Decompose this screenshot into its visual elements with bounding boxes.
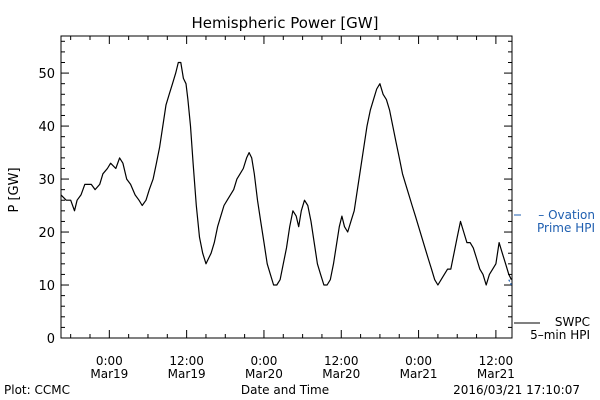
y-axis-label: P [GW] [7,167,22,212]
x-tick-label-time: 12:00 [324,354,359,368]
x-tick-label-date: Mar21 [477,367,515,381]
plot-frame [60,35,513,339]
legend-swpc-line2: 5–min HPI [530,328,590,342]
x-tick-label-time: 12:00 [169,354,204,368]
x-tick-label-date: Mar21 [400,367,438,381]
y-tick-label: 40 [38,120,55,135]
y-tick-label: 30 [38,173,55,188]
x-tick-label-date: Mar20 [245,367,283,381]
y-axis: 0 10 20 30 40 50 [38,40,512,347]
legend-ovation-line2: Prime HPI [537,221,595,235]
x-tick-label-date: Mar19 [168,367,206,381]
x-tick-label-date: Mar19 [90,367,128,381]
series-line-ovation [508,279,512,286]
x-tick-label-time: 0:00 [405,354,432,368]
chart-title: Hemispheric Power [GW] [192,14,379,32]
x-tick-label-date: Mar20 [322,367,360,381]
y-tick-label: 20 [38,226,55,241]
x-tick-label-time: 12:00 [479,354,514,368]
y-tick-label: 0 [47,332,55,347]
x-axis-label: Date and Time [241,383,329,397]
x-tick-label-time: 0:00 [96,354,123,368]
y-tick-label: 50 [38,67,55,82]
series-line-swpc [60,61,512,286]
footer-timestamp: 2016/03/21 17:10:07 [453,383,580,397]
series-layer [60,61,512,286]
y-tick-label: 10 [38,279,55,294]
legend-swpc-line1: SWPC [555,315,590,329]
legend-ovation-line1: – Ovation [538,208,595,222]
x-tick-label-time: 0:00 [250,354,277,368]
x-axis: 0:00Mar1912:00Mar190:00Mar2012:00Mar200:… [70,36,515,381]
footer-source: Plot: CCMC [4,383,70,397]
